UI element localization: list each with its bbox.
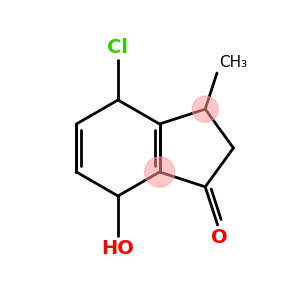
Text: CH₃: CH₃ — [219, 55, 247, 70]
Text: O: O — [211, 228, 228, 247]
Circle shape — [192, 96, 218, 122]
Text: HO: HO — [102, 239, 134, 258]
Circle shape — [145, 157, 175, 187]
Text: Cl: Cl — [107, 38, 128, 57]
